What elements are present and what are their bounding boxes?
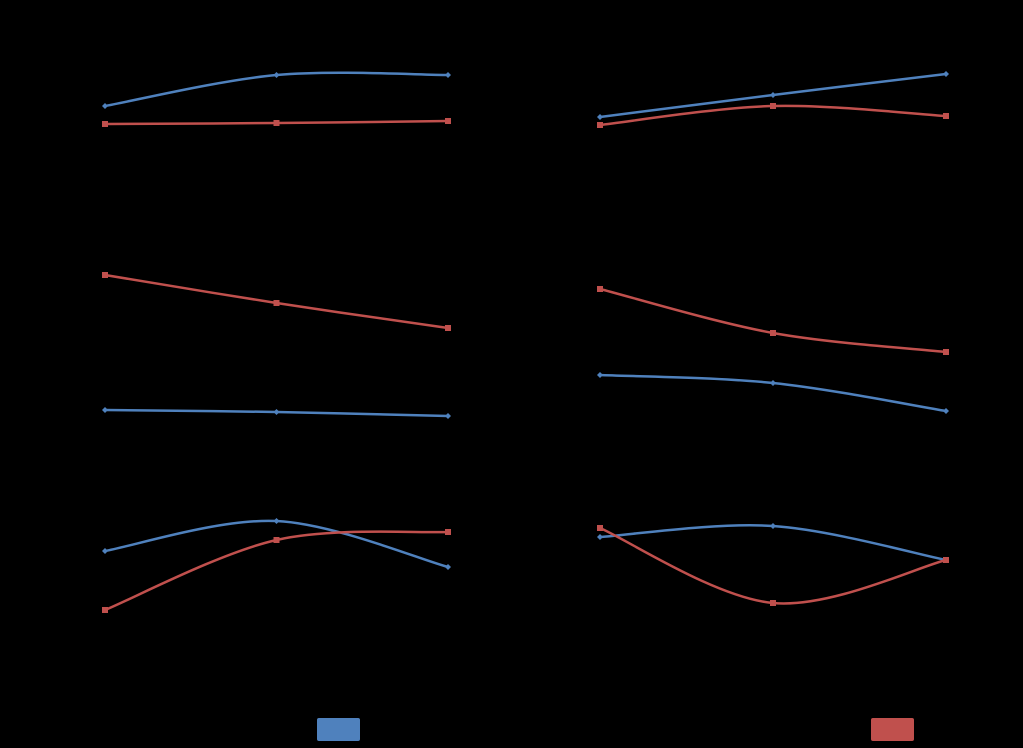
marker	[943, 113, 949, 119]
marker	[273, 409, 280, 415]
marker	[102, 272, 108, 278]
marker	[770, 92, 776, 98]
marker	[770, 380, 776, 386]
marker	[445, 72, 451, 78]
marker	[445, 325, 451, 331]
marker	[943, 557, 949, 563]
marker	[102, 607, 108, 613]
marker	[445, 118, 451, 124]
marker	[273, 120, 280, 126]
marker	[770, 103, 776, 109]
marker	[597, 122, 603, 128]
marker	[445, 564, 451, 570]
legend-swatch	[871, 718, 914, 741]
marker	[597, 286, 603, 292]
marker	[445, 413, 451, 419]
marker	[943, 349, 949, 355]
marker	[445, 529, 451, 535]
marker	[597, 114, 603, 120]
legend-swatch	[317, 718, 360, 741]
marker	[770, 330, 776, 336]
marker	[102, 407, 108, 413]
marker	[102, 548, 108, 554]
marker	[102, 103, 108, 109]
marker	[597, 525, 603, 531]
marker	[943, 408, 949, 414]
marker	[943, 71, 949, 77]
marker	[597, 372, 603, 378]
marker	[273, 537, 280, 543]
marker	[273, 518, 280, 524]
marker	[102, 121, 108, 127]
marker	[273, 72, 280, 78]
marker	[770, 523, 776, 529]
marker	[273, 300, 280, 306]
marker	[770, 600, 776, 606]
marker	[597, 534, 603, 540]
